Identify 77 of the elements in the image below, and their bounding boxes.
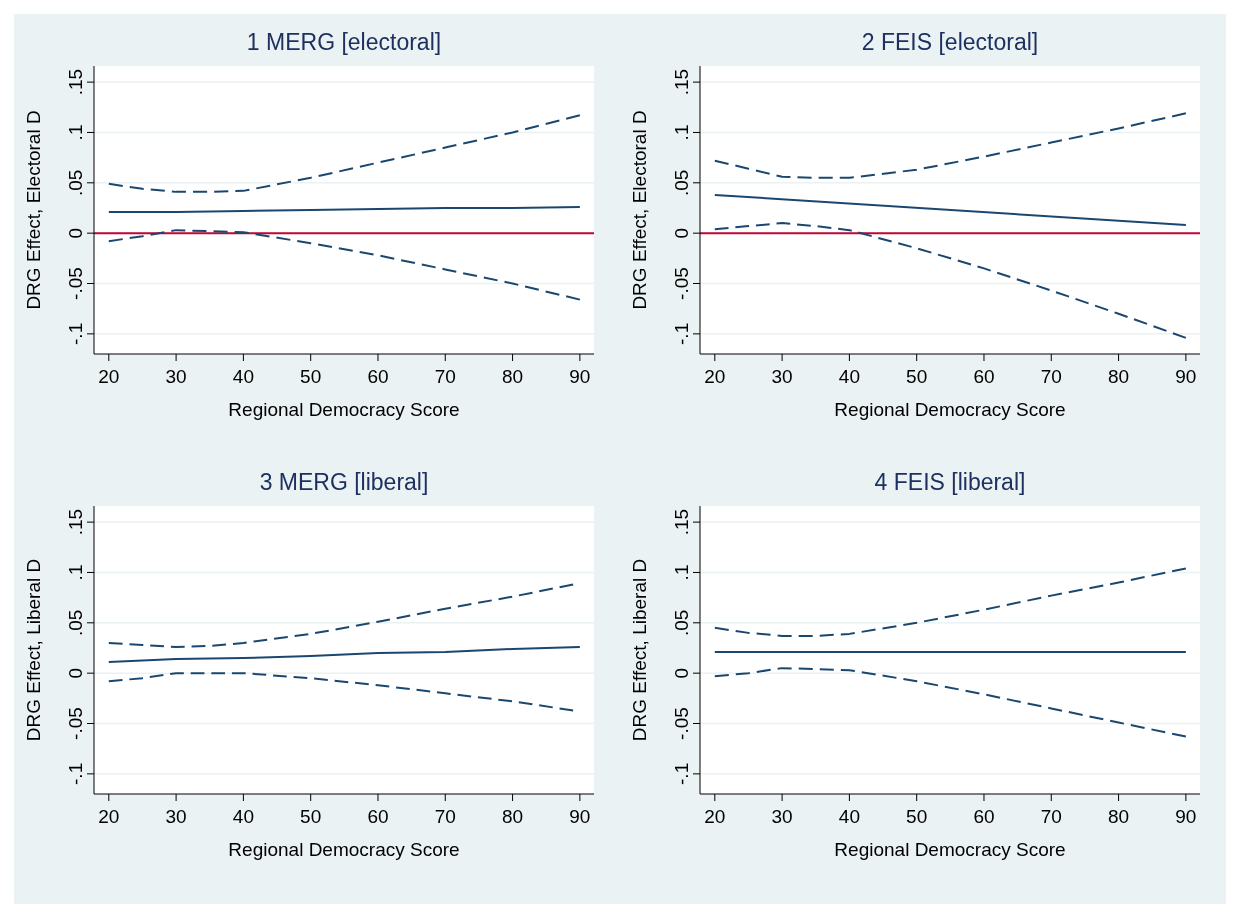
- chart-title: 4 FEIS [liberal]: [874, 469, 1026, 495]
- x-tick-label: 60: [367, 366, 389, 387]
- y-axis-title: DRG Effect, Liberal D: [23, 558, 44, 742]
- y-tick-label: 0: [671, 227, 692, 239]
- line-series: [713, 112, 1187, 179]
- x-axis-title: Regional Democracy Score: [228, 839, 460, 860]
- x-tick-label: 30: [771, 806, 793, 827]
- y-tick-label: .15: [671, 508, 692, 536]
- y-tick-label: 0: [65, 667, 86, 679]
- y-tick-label: 0: [671, 667, 692, 679]
- y-tick-label: .1: [671, 124, 692, 141]
- x-tick-label: 90: [1175, 366, 1197, 387]
- x-axis-title: Regional Democracy Score: [228, 399, 460, 420]
- x-tick-label: 20: [704, 806, 726, 827]
- y-tick-label: -.05: [65, 267, 86, 300]
- y-tick-label: .15: [65, 508, 86, 536]
- x-tick-label: 90: [569, 366, 591, 387]
- x-tick-label: 80: [1108, 366, 1130, 387]
- x-tick-label: 50: [300, 366, 322, 387]
- x-tick-label: 90: [569, 806, 591, 827]
- x-axis-title: Regional Democracy Score: [834, 839, 1066, 860]
- x-tick-label: 70: [434, 806, 456, 827]
- x-tick-label: 50: [906, 366, 928, 387]
- y-tick-label: 0: [65, 227, 86, 239]
- y-tick-label: -.1: [671, 322, 692, 345]
- y-tick-label: -.1: [65, 762, 86, 785]
- x-tick-label: 30: [165, 806, 187, 827]
- line-series: [107, 229, 581, 301]
- x-tick-label: 70: [434, 366, 456, 387]
- line-series: [107, 583, 575, 648]
- x-tick-label: 40: [232, 806, 254, 827]
- x-tick-label: 70: [1040, 806, 1062, 827]
- x-tick-label: 50: [906, 806, 928, 827]
- x-tick-label: 90: [1175, 806, 1197, 827]
- x-tick-label: 20: [704, 366, 726, 387]
- y-tick-label: -.05: [671, 267, 692, 300]
- y-tick-label: -.05: [671, 707, 692, 740]
- x-tick-label: 20: [98, 366, 120, 387]
- x-tick-label: 40: [838, 806, 860, 827]
- x-tick-label: 60: [973, 366, 995, 387]
- line-series: [107, 672, 575, 712]
- y-tick-label: -.1: [65, 322, 86, 345]
- y-tick-label: .05: [65, 609, 86, 637]
- y-axis-title: DRG Effect, Electoral D: [23, 110, 44, 310]
- line-series: [107, 645, 581, 664]
- y-tick-label: .1: [671, 564, 692, 581]
- chart-title: 2 FEIS [electoral]: [861, 29, 1039, 55]
- x-tick-label: 30: [771, 366, 793, 387]
- y-tick-label: .15: [65, 68, 86, 96]
- chart-title: 1 MERG [electoral]: [246, 29, 442, 55]
- y-axis-title: DRG Effect, Liberal D: [629, 558, 650, 742]
- y-tick-label: -.1: [671, 762, 692, 785]
- x-tick-label: 40: [838, 366, 860, 387]
- x-tick-label: 40: [232, 366, 254, 387]
- y-tick-label: .1: [65, 564, 86, 581]
- y-tick-label: -.05: [65, 707, 86, 740]
- chart-title: 3 MERG [liberal]: [259, 469, 429, 495]
- line-series: [107, 114, 581, 193]
- line-series: [713, 222, 1187, 339]
- x-tick-label: 80: [502, 806, 524, 827]
- x-axis-title: Regional Democracy Score: [834, 399, 1066, 420]
- y-tick-label: .1: [65, 124, 86, 141]
- y-tick-label: .05: [671, 169, 692, 197]
- x-tick-label: 20: [98, 806, 120, 827]
- y-tick-label: .05: [65, 169, 86, 197]
- x-tick-label: 80: [502, 366, 524, 387]
- x-tick-label: 60: [973, 806, 995, 827]
- x-tick-label: 60: [367, 806, 389, 827]
- line-series: [713, 567, 1187, 637]
- line-series: [713, 667, 1187, 738]
- x-tick-label: 70: [1040, 366, 1062, 387]
- y-axis-title: DRG Effect, Electoral D: [629, 110, 650, 310]
- x-tick-label: 80: [1108, 806, 1130, 827]
- x-tick-label: 30: [165, 366, 187, 387]
- x-tick-label: 50: [300, 806, 322, 827]
- y-tick-label: .05: [671, 609, 692, 637]
- y-tick-label: .15: [671, 68, 692, 96]
